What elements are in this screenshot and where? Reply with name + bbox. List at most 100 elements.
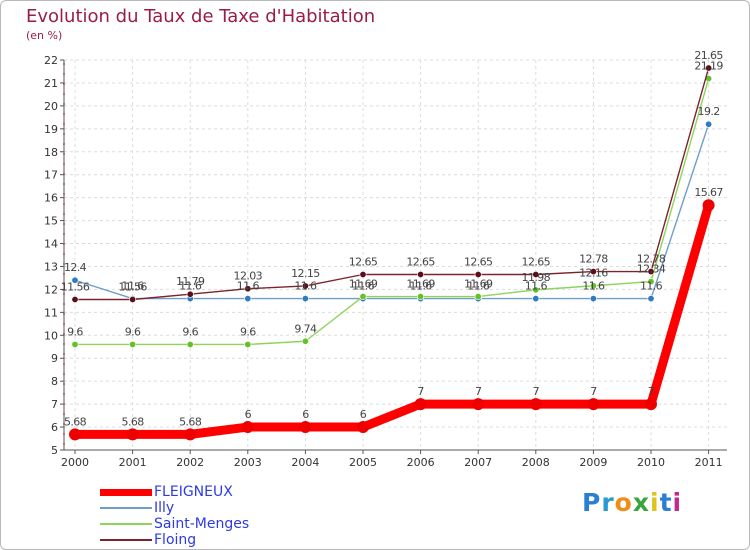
legend-label-floing: Floing bbox=[154, 532, 197, 548]
data-label-illy: 19.2 bbox=[698, 105, 720, 118]
x-tick-label: 2001 bbox=[119, 456, 147, 469]
series-line-saint-menges bbox=[74, 77, 710, 346]
data-label-saint-menges: 21.19 bbox=[694, 60, 723, 73]
data-label-illy: 11.6 bbox=[410, 280, 433, 293]
x-tick-label: 2008 bbox=[522, 456, 550, 469]
data-label-fleigneux: 6 bbox=[245, 408, 252, 421]
logo-letter: P bbox=[582, 488, 602, 517]
data-label-fleigneux: 6 bbox=[302, 408, 309, 421]
plot-area bbox=[64, 60, 727, 450]
data-point-saint-menges bbox=[474, 293, 482, 301]
data-label-fleigneux: 7 bbox=[648, 385, 655, 398]
data-point-fleigneux bbox=[69, 428, 81, 441]
legend-item-floing: Floing bbox=[100, 532, 249, 548]
data-label-illy: 12.4 bbox=[64, 261, 87, 274]
data-label-saint-menges: 9.6 bbox=[240, 325, 256, 338]
data-point-saint-menges bbox=[71, 340, 79, 348]
y-tick-label: 14 bbox=[44, 238, 58, 251]
data-point-floing bbox=[532, 270, 540, 278]
data-point-floing bbox=[301, 282, 309, 290]
y-tick-label: 13 bbox=[44, 260, 58, 273]
legend-label-fleigneux: FLEIGNEUX bbox=[154, 484, 233, 500]
data-label-illy: 11.6 bbox=[179, 280, 202, 293]
data-point-illy bbox=[705, 120, 713, 128]
data-label-saint-menges: 11.98 bbox=[522, 271, 551, 284]
series-line-floing bbox=[74, 67, 710, 301]
data-label-illy: 11.6 bbox=[640, 280, 663, 293]
x-tick-label: 2002 bbox=[176, 456, 204, 469]
data-label-illy: 11.6 bbox=[352, 280, 375, 293]
logo-letter: o bbox=[614, 488, 633, 517]
y-tick-label: 6 bbox=[51, 421, 58, 434]
data-point-fleigneux bbox=[472, 398, 485, 411]
data-point-saint-menges bbox=[186, 340, 194, 348]
chart-legend: FLEIGNEUX Illy Saint-Menges Floing bbox=[100, 484, 249, 548]
legend-label-illy: Illy bbox=[154, 500, 175, 516]
data-label-fleigneux: 7 bbox=[533, 385, 540, 398]
data-label-floing: 12.03 bbox=[234, 270, 263, 283]
data-label-fleigneux: 7 bbox=[475, 385, 482, 398]
data-point-illy bbox=[589, 295, 597, 303]
data-label-saint-menges: 12.16 bbox=[579, 267, 608, 280]
data-label-floing: 12.65 bbox=[464, 256, 493, 269]
x-tick-label: 2006 bbox=[407, 456, 435, 469]
data-label-saint-menges: 9.6 bbox=[125, 325, 141, 338]
data-point-illy bbox=[532, 295, 540, 303]
data-point-saint-menges bbox=[301, 337, 309, 345]
y-tick-label: 15 bbox=[44, 215, 58, 228]
chart-unit-label: (en %) bbox=[26, 29, 63, 42]
data-point-illy bbox=[647, 295, 655, 303]
data-label-saint-menges: 9.6 bbox=[67, 325, 83, 338]
series-line-illy bbox=[74, 123, 710, 300]
data-point-floing bbox=[647, 268, 655, 276]
legend-item-illy: Illy bbox=[100, 500, 249, 516]
legend-swatch-saint-menges bbox=[100, 523, 152, 525]
data-point-fleigneux bbox=[529, 398, 542, 411]
x-tick-label: 2009 bbox=[579, 456, 607, 469]
data-point-fleigneux bbox=[357, 421, 369, 434]
x-tick-label: 2004 bbox=[291, 456, 319, 469]
y-tick-label: 18 bbox=[44, 146, 58, 159]
y-tick-label: 9 bbox=[51, 352, 58, 365]
data-point-saint-menges bbox=[244, 340, 252, 348]
y-tick-label: 22 bbox=[44, 54, 58, 67]
data-label-fleigneux: 5.68 bbox=[122, 415, 145, 428]
data-point-floing bbox=[474, 270, 482, 278]
data-label-floing: 11.56 bbox=[61, 281, 90, 294]
data-label-illy: 11.6 bbox=[122, 280, 145, 293]
logo-letter: t bbox=[659, 488, 673, 517]
data-label-fleigneux: 5.68 bbox=[179, 415, 202, 428]
y-tick-label: 20 bbox=[44, 100, 58, 113]
legend-swatch-illy bbox=[100, 507, 152, 509]
data-label-floing: 11.79 bbox=[176, 275, 205, 288]
data-label-fleigneux: 15.67 bbox=[694, 186, 723, 199]
data-label-saint-menges: 9.6 bbox=[182, 325, 198, 338]
data-label-floing: 12.65 bbox=[406, 256, 435, 269]
data-label-illy: 11.6 bbox=[525, 280, 548, 293]
legend-swatch-floing bbox=[100, 539, 152, 541]
x-tick-label: 2010 bbox=[637, 456, 665, 469]
y-tick-label: 5 bbox=[51, 444, 58, 457]
data-point-saint-menges bbox=[129, 340, 137, 348]
y-tick-label: 21 bbox=[44, 77, 58, 90]
legend-label-saint-menges: Saint-Menges bbox=[154, 516, 250, 532]
y-tick-label: 7 bbox=[51, 398, 58, 411]
data-label-illy: 11.6 bbox=[582, 280, 605, 293]
y-tick-label: 8 bbox=[51, 375, 58, 388]
data-point-saint-menges bbox=[417, 293, 425, 301]
data-point-fleigneux bbox=[702, 199, 715, 212]
data-point-floing bbox=[417, 270, 425, 278]
data-point-fleigneux bbox=[414, 398, 427, 411]
legend-item-saint-menges: Saint-Menges bbox=[100, 516, 249, 532]
y-tick-label: 12 bbox=[44, 283, 58, 296]
data-point-floing bbox=[244, 285, 252, 293]
data-point-saint-menges bbox=[589, 282, 597, 290]
data-point-floing bbox=[589, 268, 597, 276]
data-point-fleigneux bbox=[587, 398, 600, 411]
data-point-floing bbox=[71, 296, 79, 304]
data-label-saint-menges: 11.69 bbox=[406, 278, 435, 291]
data-label-floing: 12.15 bbox=[291, 267, 320, 280]
data-point-fleigneux bbox=[645, 398, 657, 411]
data-label-illy: 11.6 bbox=[237, 280, 260, 293]
